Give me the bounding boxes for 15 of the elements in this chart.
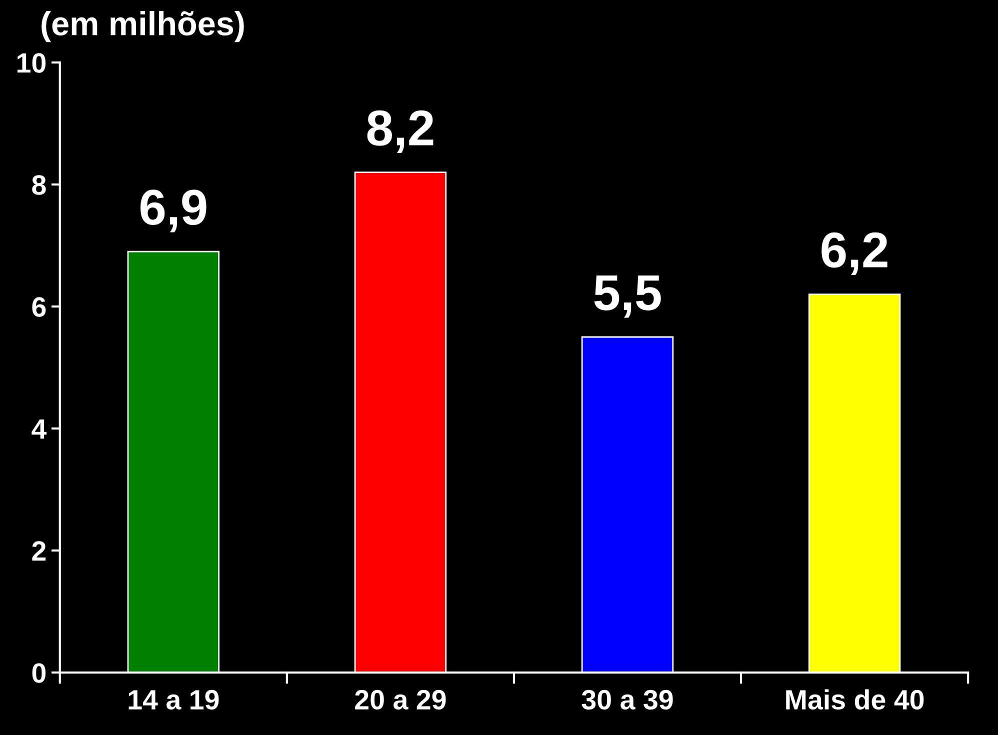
x-tick-label: 30 a 39 — [582, 690, 673, 710]
data-label: 6,9 — [140, 190, 206, 232]
y-axis-title: (em milhões) — [42, 11, 244, 42]
data-label: 6,2 — [822, 232, 888, 275]
y-tick-label: 0 — [32, 663, 46, 683]
x-tick-label: 20 a 29 — [355, 690, 446, 710]
y-tick-label: 2 — [32, 541, 46, 561]
y-tick-label: 8 — [32, 175, 46, 195]
y-tick-label: 10 — [18, 53, 46, 73]
data-label: 8,2 — [367, 110, 434, 153]
y-tick-label: 4 — [32, 419, 47, 439]
data-label: 5,5 — [594, 276, 661, 318]
y-tick-label: 6 — [32, 297, 46, 317]
x-tick-label: Mais de 40 — [786, 689, 924, 710]
x-tick-label: 14 a 19 — [128, 690, 219, 710]
